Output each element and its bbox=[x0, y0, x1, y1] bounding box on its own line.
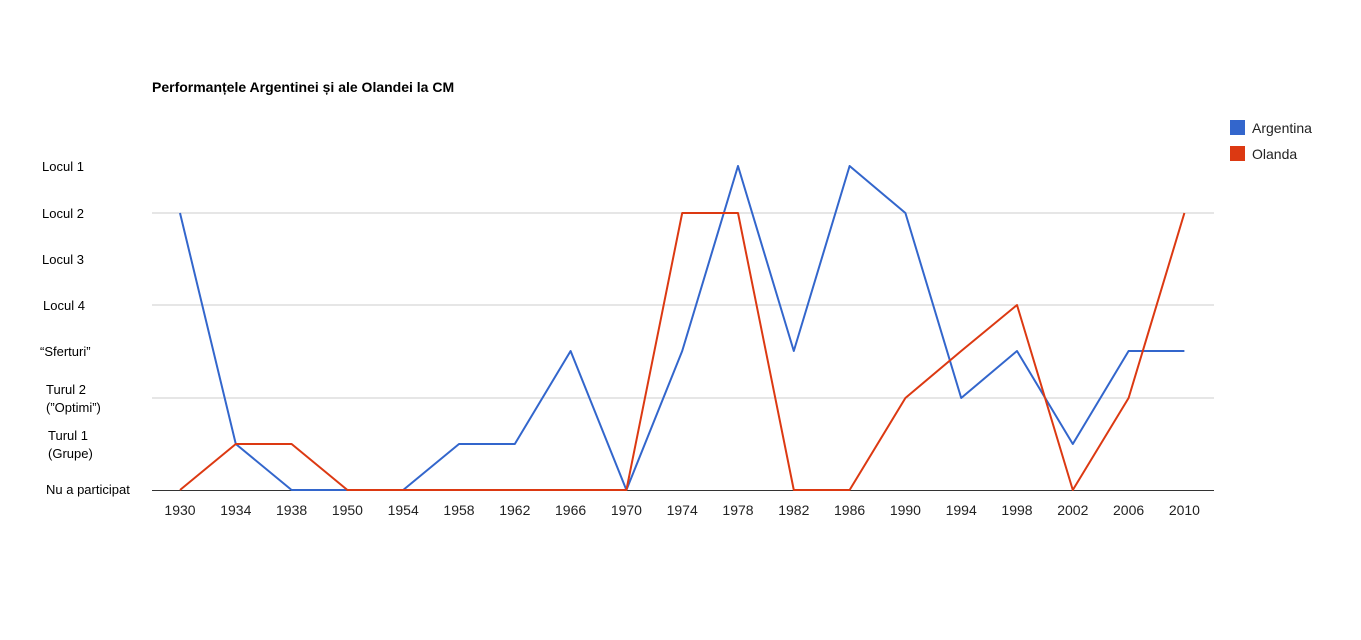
x-tick-label: 2002 bbox=[1057, 502, 1088, 518]
y-tick-label: Locul 3 bbox=[42, 252, 84, 267]
x-tick-label: 2010 bbox=[1169, 502, 1200, 518]
x-tick-label: 1978 bbox=[722, 502, 753, 518]
y-tick-label: Locul 2 bbox=[42, 206, 84, 221]
x-tick-label: 1986 bbox=[834, 502, 865, 518]
legend-swatch bbox=[1230, 120, 1245, 135]
legend-label: Olanda bbox=[1252, 146, 1297, 162]
chart-title: Performanțele Argentinei și ale Olandei … bbox=[152, 79, 454, 95]
gridlines bbox=[152, 212, 1214, 491]
x-tick-label: 1966 bbox=[555, 502, 586, 518]
y-axis-labels: Nu a participat Turul 1 (Grupe) Turul 2 (”Op… bbox=[40, 159, 130, 497]
x-tick-label: 2006 bbox=[1113, 502, 1144, 518]
y-tick-label: Turul 1 bbox=[48, 428, 88, 443]
x-tick-label: 1982 bbox=[778, 502, 809, 518]
x-tick-label: 1950 bbox=[332, 502, 363, 518]
x-tick-label: 1990 bbox=[890, 502, 921, 518]
series-lines bbox=[179, 165, 1186, 491]
y-tick-label: (”Optimi”) bbox=[46, 400, 101, 415]
legend: Argentina Olanda bbox=[1230, 120, 1312, 162]
x-tick-label: 1938 bbox=[276, 502, 307, 518]
x-tick-label: 1970 bbox=[611, 502, 642, 518]
x-tick-label: 1954 bbox=[388, 502, 419, 518]
x-tick-label: 1958 bbox=[443, 502, 474, 518]
y-tick-label: Locul 1 bbox=[42, 159, 84, 174]
x-tick-label: 1934 bbox=[220, 502, 251, 518]
x-tick-label: 1962 bbox=[499, 502, 530, 518]
series-line-olanda bbox=[179, 212, 1186, 491]
x-tick-label: 1930 bbox=[164, 502, 195, 518]
x-axis-labels: 1930 1934 1938 1950 1954 1958 1962 1966 1970 1974… bbox=[164, 502, 1200, 518]
y-tick-label: Nu a participat bbox=[46, 482, 130, 497]
y-tick-label: Turul 2 bbox=[46, 382, 86, 397]
legend-swatch bbox=[1230, 146, 1245, 161]
x-tick-label: 1998 bbox=[1001, 502, 1032, 518]
x-tick-label: 1994 bbox=[946, 502, 977, 518]
y-tick-label: Locul 4 bbox=[43, 298, 85, 313]
y-tick-label: (Grupe) bbox=[48, 446, 93, 461]
x-tick-label: 1974 bbox=[667, 502, 698, 518]
y-tick-label: “Sferturi” bbox=[40, 344, 91, 359]
legend-label: Argentina bbox=[1252, 120, 1312, 136]
